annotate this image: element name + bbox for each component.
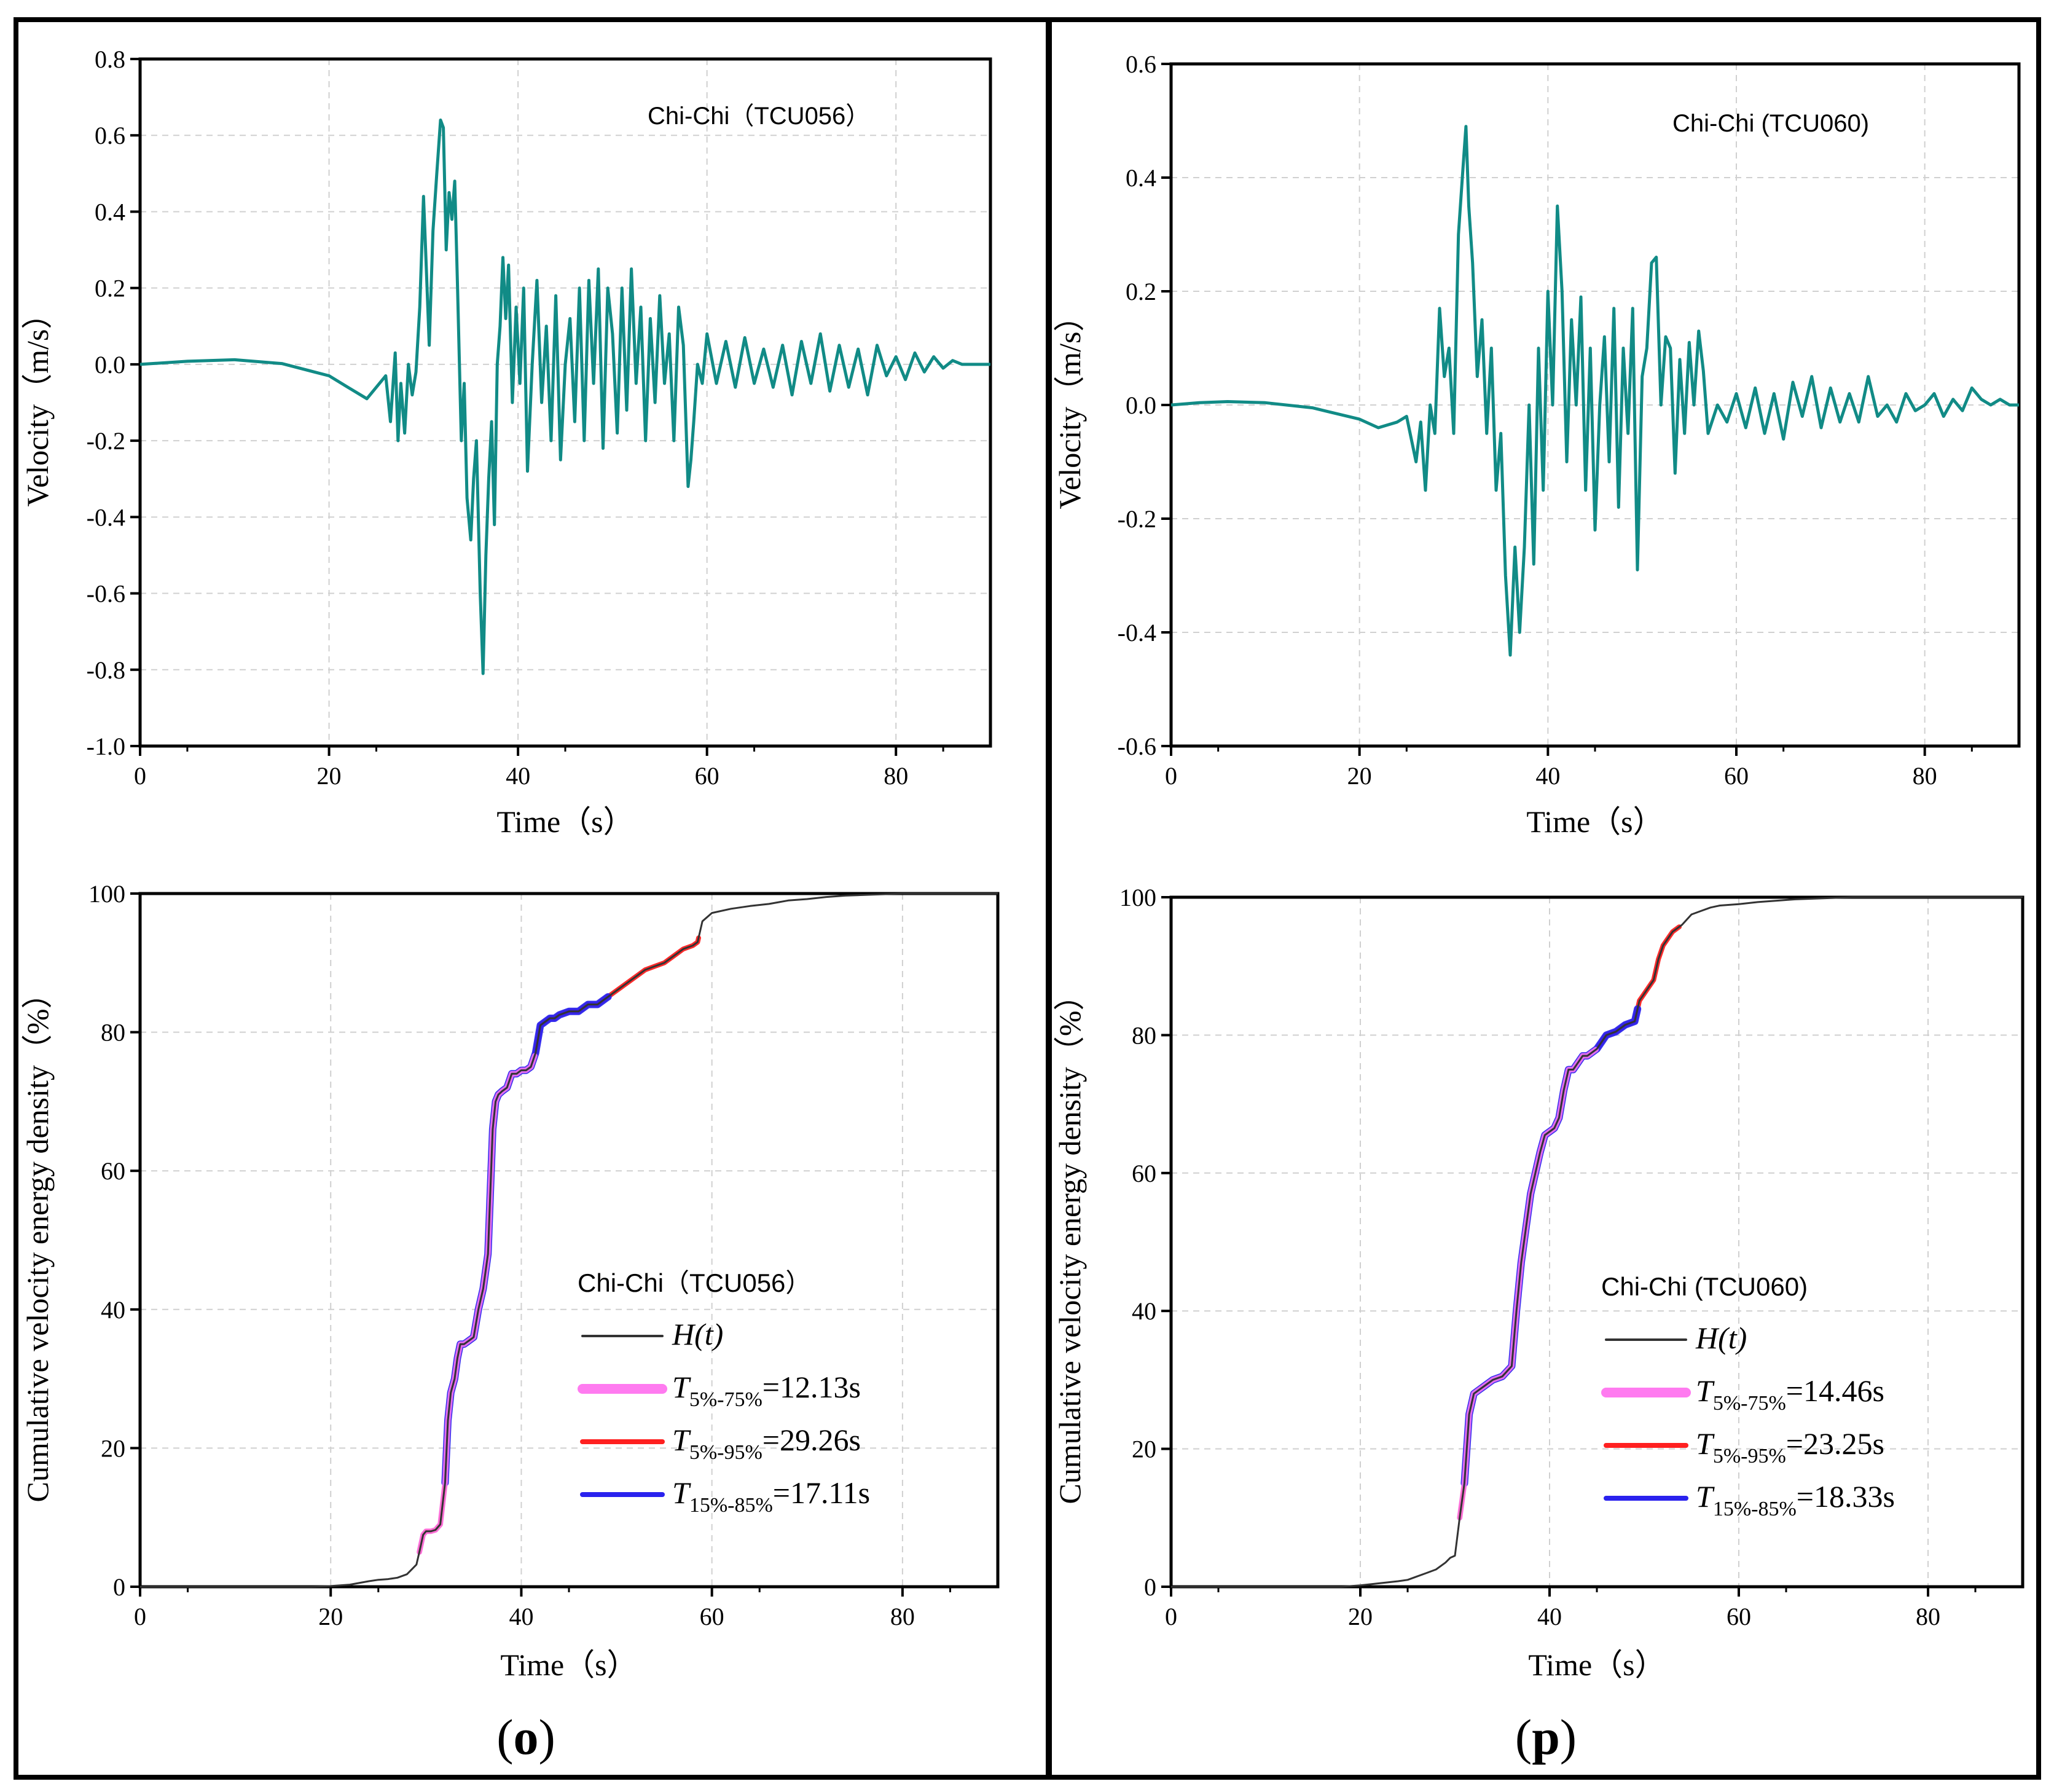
- panel-p-energy-xlabel: Time（s）: [1528, 1648, 1665, 1682]
- panel-o-velocity-xtick-label-2: 40: [506, 762, 530, 790]
- panel-p-legend-label-T1585: T15%-85%=18.33s: [1696, 1479, 1895, 1520]
- panel-o-energy-xtick-label-2: 40: [509, 1603, 533, 1630]
- panel-p-energy-ytick-label-2: 40: [1132, 1297, 1156, 1325]
- panel-o-velocity-ytick-label-4: -0.2: [87, 427, 125, 455]
- panel-o-energy-xtick-label-3: 60: [700, 1603, 724, 1630]
- panel-o-energy-ytick-label-0: 0: [113, 1573, 125, 1601]
- panel-p-energy-xtick-label-2: 40: [1537, 1603, 1562, 1630]
- panel-p-energy-ytick-label-5: 100: [1119, 884, 1156, 911]
- panel-p-energy-highlight-T575: [1457, 1047, 1599, 1521]
- panel-o-legend-label-T595: T5%-95%=29.26s: [672, 1423, 861, 1464]
- panel-p-velocity-ytick-label-5: 0.4: [1126, 164, 1156, 192]
- panel-o-velocity-ytick-label-5: 0.0: [95, 351, 125, 379]
- panel-p-velocity-line: [1170, 125, 2019, 657]
- panel-o-legend-label-T575: T5%-75%=12.13s: [672, 1370, 861, 1411]
- panel-p-velocity-xtick-label-0: 0: [1165, 762, 1177, 790]
- panel-p-energy-ylabel: Cumulative velocity energy density（%）: [1052, 980, 1087, 1504]
- panel-o-velocity-ylabel: Velocity（m/s）: [20, 299, 55, 507]
- panel-p-velocity-xlabel: Time（s）: [1526, 804, 1663, 839]
- panel-p-energy-highlight-T1585: [1460, 1005, 1642, 1487]
- panel-o-velocity-ytick-label-9: 0.8: [95, 45, 125, 73]
- panel-p-label: (p): [1515, 1709, 1577, 1765]
- panel-o-velocity-xtick-label-3: 60: [695, 762, 719, 790]
- panel-o-velocity-ytick-label-0: -1.0: [87, 733, 125, 760]
- panel-o-legend-title: Chi-Chi（TCU056）: [578, 1268, 811, 1297]
- panel-o-velocity-ytick-label-8: 0.6: [95, 122, 125, 149]
- panel-p-velocity-ytick-label-0: -0.6: [1118, 733, 1156, 760]
- panel-p-velocity-ylabel: Velocity（m/s）: [1052, 301, 1087, 509]
- panel-p-energy-xtick-label-1: 20: [1348, 1603, 1373, 1630]
- panel-p-energy-xtick-label-3: 60: [1727, 1603, 1751, 1630]
- panel-o-energy-ytick-label-2: 40: [101, 1296, 125, 1324]
- panel-o-legend-label-T1585: T15%-85%=17.11s: [672, 1476, 870, 1517]
- panel-p-energy-axes-box: [1169, 895, 2025, 1589]
- panel-o-energy-xlabel: Time（s）: [500, 1648, 637, 1682]
- panel-p-legend-title: Chi-Chi (TCU060): [1601, 1272, 1808, 1301]
- panel-p-velocity-ytick-label-3: 0.0: [1126, 391, 1156, 419]
- panel-o-velocity-xtick-label-4: 80: [884, 762, 908, 790]
- panel-p-energy-ytick-label-3: 60: [1132, 1160, 1156, 1187]
- panel-o-energy-highlight-T595: [417, 935, 701, 1555]
- panel-o-energy-xtick-label-4: 80: [890, 1603, 915, 1630]
- panel-o-velocity-ytick-label-7: 0.4: [95, 198, 125, 226]
- panel-p-energy-ytick-label-4: 80: [1132, 1021, 1156, 1049]
- panel-o-energy-ytick-label-4: 80: [101, 1019, 125, 1047]
- panel-o-velocity-axes-box: [138, 57, 992, 748]
- panel-p-energy-line-H: [1171, 896, 2023, 1588]
- panel-p-energy-xtick-label-4: 80: [1916, 1603, 1940, 1630]
- panel-o-velocity-ytick-label-1: -0.8: [87, 656, 125, 684]
- panel-o-velocity-annotation: Chi-Chi（TCU056）: [648, 103, 870, 130]
- panel-o-velocity-ytick-label-6: 0.2: [95, 275, 125, 302]
- panel-o-energy-line-H: [140, 892, 998, 1588]
- panel-p-energy-ytick-label-0: 0: [1144, 1573, 1156, 1601]
- panel-p-velocity-ytick-label-6: 0.6: [1126, 50, 1156, 78]
- panel-o-energy-ylabel: Cumulative velocity energy density（%）: [20, 978, 55, 1502]
- panel-p-frame: [1046, 17, 2041, 1780]
- panel-o-energy-ytick-label-5: 100: [88, 880, 125, 908]
- panel-p-energy-xtick-label-0: 0: [1165, 1603, 1177, 1630]
- panel-o-energy-xtick-label-1: 20: [318, 1603, 343, 1630]
- panel-p-velocity-xtick-label-2: 40: [1535, 762, 1560, 790]
- panel-p-letter: p: [1532, 1709, 1560, 1765]
- panel-o-legend-label-H: H(t): [672, 1317, 723, 1351]
- panel-o-energy-xtick-label-0: 0: [134, 1603, 146, 1630]
- panel-o-label: (o): [496, 1709, 555, 1765]
- panel-o-energy-highlight-T575: [417, 1053, 538, 1555]
- panel-o-velocity-xtick-label-1: 20: [317, 762, 342, 790]
- panel-p-legend-label-T575: T5%-75%=14.46s: [1696, 1373, 1884, 1415]
- panel-o-velocity-ytick-label-2: -0.6: [87, 580, 125, 608]
- panel-o-velocity-xlabel: Time（s）: [496, 804, 633, 839]
- panel-p-velocity-xtick-label-4: 80: [1913, 762, 1937, 790]
- panel-o-velocity-ytick-label-3: -0.4: [87, 503, 125, 531]
- panel-p-velocity-ytick-label-4: 0.2: [1126, 278, 1156, 305]
- panel-o-letter: o: [513, 1709, 539, 1765]
- panel-p-energy-highlight-T595: [1457, 924, 1682, 1520]
- panel-o-velocity-line: [139, 118, 990, 675]
- panel-p-velocity-xtick-label-1: 20: [1347, 762, 1372, 790]
- panel-p-velocity-xtick-label-3: 60: [1724, 762, 1749, 790]
- panel-p-legend-label-H: H(t): [1695, 1321, 1747, 1355]
- panel-p-energy-ytick-label-1: 20: [1132, 1436, 1156, 1463]
- panel-p-velocity-ytick-label-2: -0.2: [1118, 505, 1156, 533]
- panel-p-velocity-annotation: Chi-Chi (TCU060): [1672, 110, 1869, 137]
- panel-p-velocity-ytick-label-1: -0.4: [1118, 619, 1156, 646]
- panel-o-energy-ytick-label-1: 20: [101, 1434, 125, 1462]
- panel-o-energy-axes-box: [138, 892, 1000, 1589]
- panel-o-energy-ytick-label-3: 60: [101, 1157, 125, 1185]
- panel-p-legend-label-T595: T5%-95%=23.25s: [1696, 1426, 1884, 1468]
- panel-o-velocity-xtick-label-0: 0: [134, 762, 146, 790]
